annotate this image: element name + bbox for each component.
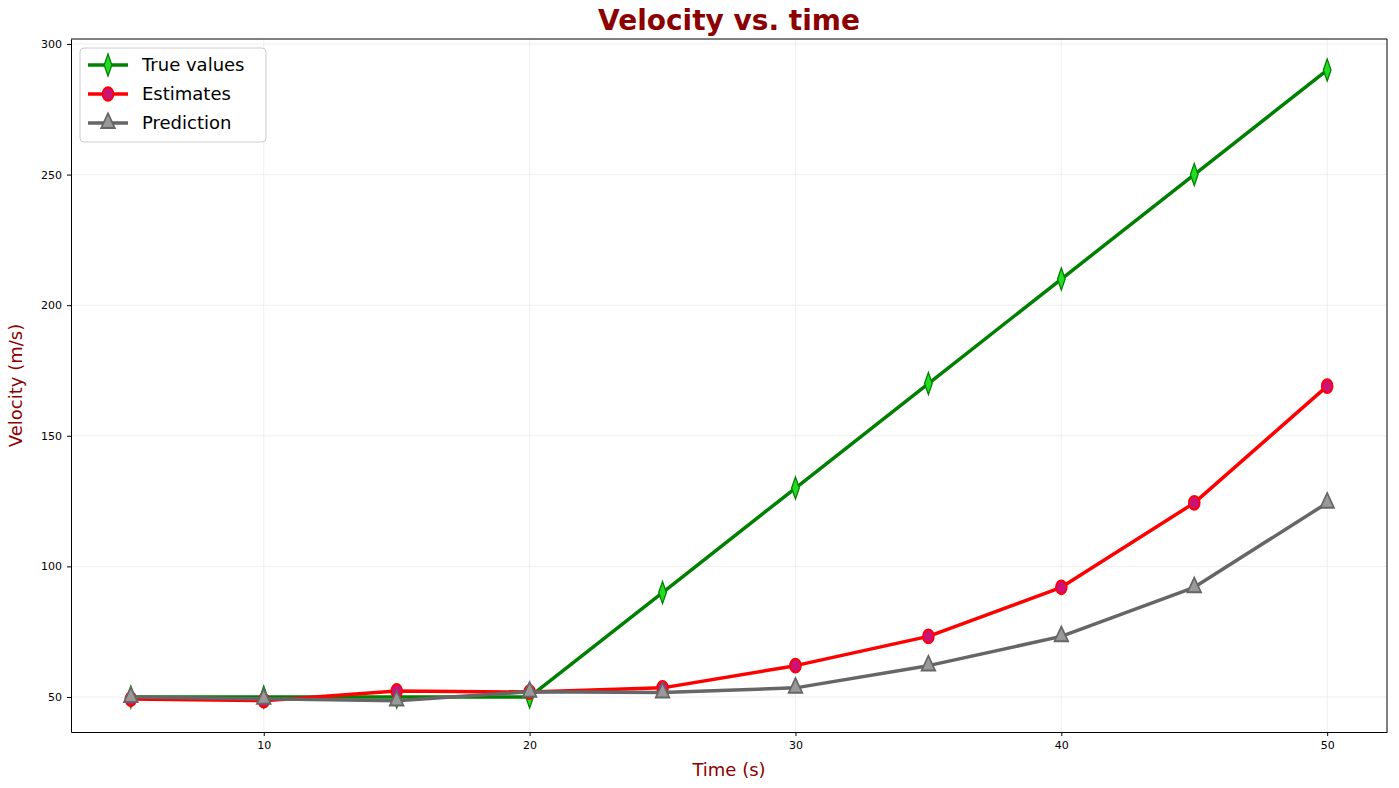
point-marker — [1056, 580, 1067, 594]
axis-line — [72, 732, 1388, 733]
point-marker — [523, 682, 537, 697]
tick-mark — [67, 436, 71, 437]
tick-mark — [67, 305, 71, 306]
legend-box — [80, 48, 266, 142]
tick-mark — [795, 732, 796, 736]
point-marker — [923, 630, 934, 644]
point-marker — [792, 477, 800, 499]
tick: 10 — [257, 732, 271, 752]
point-marker — [390, 691, 404, 706]
tick: 150 — [41, 430, 71, 443]
series-line — [131, 386, 1327, 701]
tick-mark — [67, 566, 71, 567]
legend-label: True values — [141, 54, 245, 75]
grid-line — [71, 43, 1387, 44]
tick-label: 30 — [789, 739, 803, 752]
tick: 250 — [41, 169, 71, 182]
tick-mark — [1327, 732, 1328, 736]
tick-mark — [1061, 732, 1062, 736]
tick: 50 — [48, 691, 71, 704]
legend-marker — [103, 87, 114, 101]
chart: 10 20 30 40 50 50 100 150 200 250 300 True values Es… — [0, 0, 1399, 788]
tick-label: 10 — [257, 739, 271, 752]
grid-line — [263, 39, 264, 732]
grid-line — [795, 39, 796, 732]
grid-line — [71, 305, 1387, 306]
tick-label: 40 — [1055, 739, 1069, 752]
point-marker — [922, 656, 936, 671]
tick-mark — [264, 732, 265, 736]
point-marker — [1058, 268, 1066, 290]
point-marker — [1322, 379, 1333, 393]
tick: 50 — [1321, 732, 1335, 752]
tick-label: 50 — [1321, 739, 1335, 752]
axis-line — [71, 40, 72, 733]
grid-line — [71, 566, 1387, 567]
tick: 20 — [523, 732, 537, 752]
grid-line — [71, 174, 1387, 175]
point-marker — [1323, 59, 1331, 81]
legend: True values Estimates Prediction — [80, 48, 266, 142]
grid — [71, 39, 1387, 732]
frame — [1387, 39, 1388, 732]
tick-label: 200 — [41, 299, 62, 312]
point-marker — [1187, 577, 1201, 592]
tick-mark — [67, 697, 71, 698]
tick: 30 — [789, 732, 803, 752]
x-axis-title: Time (s) — [691, 759, 765, 780]
point-marker — [1190, 164, 1198, 186]
point-marker — [659, 581, 667, 603]
frame — [71, 39, 1387, 40]
tick-label: 250 — [41, 169, 62, 182]
tick-mark — [67, 175, 71, 176]
x-axis: 10 20 30 40 50 — [72, 732, 1388, 752]
point-marker — [257, 689, 271, 704]
legend-marker — [101, 113, 115, 128]
point-marker — [1320, 493, 1334, 508]
tick-label: 300 — [41, 38, 62, 51]
tick: 300 — [41, 38, 71, 51]
point-marker — [789, 678, 803, 693]
tick-mark — [67, 44, 71, 45]
point-marker — [925, 373, 933, 395]
tick-label: 150 — [41, 430, 62, 443]
point-marker — [124, 687, 138, 702]
legend-label: Estimates — [142, 83, 231, 104]
y-axis: 50 100 150 200 250 300 — [41, 38, 72, 733]
series-line — [131, 503, 1327, 701]
tick-label: 100 — [41, 560, 62, 573]
y-axis-title: Velocity (m/s) — [5, 324, 26, 447]
grid-line — [71, 435, 1387, 436]
point-marker — [790, 659, 801, 673]
tick-label: 50 — [48, 691, 62, 704]
tick: 200 — [41, 299, 71, 312]
tick: 100 — [41, 560, 71, 573]
point-marker — [1189, 496, 1200, 510]
tick-label: 20 — [523, 739, 537, 752]
plot: 10 20 30 40 50 50 100 150 200 250 300 True values Es… — [41, 38, 1388, 752]
point-marker — [1055, 627, 1069, 642]
tick-mark — [530, 732, 531, 736]
title: Velocity vs. time — [598, 4, 860, 37]
legend-label: Prediction — [142, 112, 231, 133]
point-marker — [656, 683, 670, 698]
tick: 40 — [1055, 732, 1069, 752]
grid-line — [529, 39, 530, 732]
data-area — [124, 59, 1334, 708]
legend-marker — [104, 54, 112, 76]
